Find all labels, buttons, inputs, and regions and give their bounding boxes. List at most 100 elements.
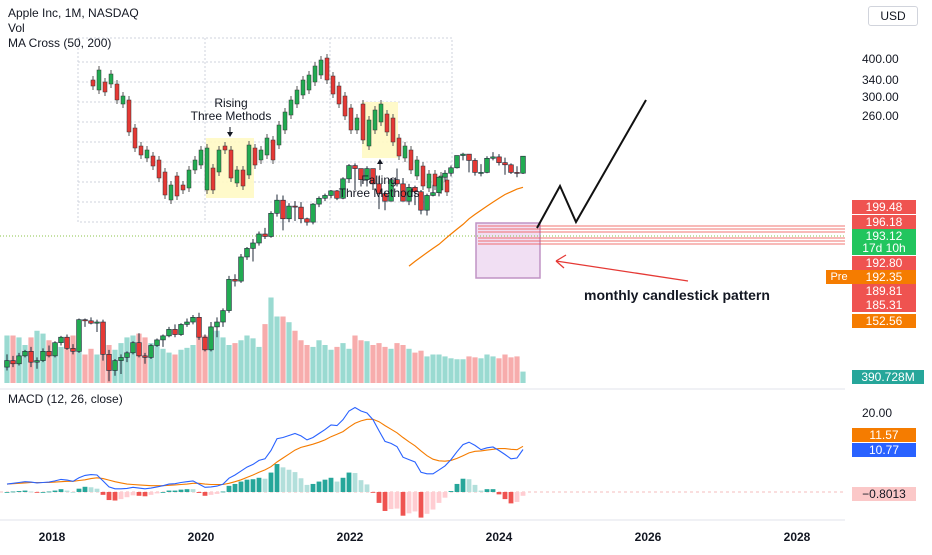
candle <box>364 168 370 180</box>
volume-bar <box>370 345 376 383</box>
inset-candle <box>132 127 138 149</box>
candle <box>394 179 400 185</box>
candle <box>508 164 514 173</box>
inset-frame <box>77 37 453 223</box>
candle <box>232 279 238 282</box>
inset-candle <box>174 175 180 197</box>
macd-histogram-bar <box>436 492 442 503</box>
volume-bar <box>130 335 136 383</box>
macd-pane <box>0 406 845 518</box>
candle <box>466 153 472 161</box>
candle <box>286 205 292 220</box>
candle <box>202 336 208 351</box>
candle <box>172 329 178 335</box>
volume-bar <box>364 341 370 383</box>
inset-candle <box>276 124 282 146</box>
candle <box>88 320 94 324</box>
inset-candle <box>126 99 132 133</box>
inset-candle <box>216 149 222 173</box>
candle <box>16 355 22 365</box>
candle <box>166 329 172 337</box>
volume-bar <box>94 354 100 383</box>
premarket-badge: Pre <box>826 270 852 284</box>
inset-candle <box>420 165 426 187</box>
inset-candle <box>342 95 348 117</box>
volume-bar <box>34 330 40 383</box>
volume-bar <box>406 348 412 383</box>
volume-bar <box>442 356 448 383</box>
inset-candle <box>156 159 162 179</box>
macd-histogram-bar <box>76 488 82 492</box>
candles <box>4 152 526 382</box>
candle <box>472 160 478 173</box>
volume-bar <box>376 343 382 383</box>
macd-histogram-bar <box>472 484 478 492</box>
candle <box>484 158 490 173</box>
volume-tag: 390.728M <box>852 370 924 384</box>
volume-bar <box>262 324 268 383</box>
macd-histogram-bar <box>64 490 70 492</box>
volume-bar <box>454 359 460 383</box>
macd-histogram-bar <box>382 492 388 511</box>
inset-candle <box>294 89 300 105</box>
macd-histogram-bar <box>10 491 16 493</box>
inset-candle <box>426 173 432 189</box>
volume-bar <box>256 346 262 383</box>
inset-candle <box>186 169 192 189</box>
inset-candle <box>372 109 378 131</box>
macd-histogram-bar <box>250 479 256 492</box>
macd-histogram-bar <box>466 479 472 492</box>
inset-candle <box>228 149 234 179</box>
macd-histogram-bar <box>424 492 430 514</box>
volume-bar <box>52 343 58 383</box>
candle <box>400 183 406 202</box>
macd-histogram-bar <box>178 489 184 492</box>
candle <box>130 342 136 354</box>
candle <box>316 197 322 205</box>
macd-histogram-bar <box>520 492 526 496</box>
candle <box>142 355 148 358</box>
candle <box>22 351 28 357</box>
candle <box>460 153 466 156</box>
year-tick-label: 2018 <box>38 530 66 544</box>
volume-bar <box>502 354 508 383</box>
candle <box>106 354 112 371</box>
volume-bar <box>136 333 142 383</box>
candle <box>208 326 214 351</box>
falling-arrow-head <box>377 159 383 164</box>
volume-bar <box>322 345 328 383</box>
macd-histogram-bar <box>118 492 124 500</box>
ma-cross <box>408 186 524 267</box>
volume-bar <box>286 322 292 383</box>
macd-histogram-bar <box>82 486 88 492</box>
currency-selector[interactable]: USD <box>868 6 918 26</box>
price-tick-label: 400.00 <box>862 51 899 66</box>
macd-histogram-bar <box>400 492 406 516</box>
inset-candle <box>408 149 414 171</box>
candle <box>442 172 448 178</box>
macd-histogram-bar <box>232 483 238 492</box>
candle <box>124 352 130 358</box>
candle <box>118 357 124 361</box>
macd-histogram-bar <box>244 479 250 492</box>
price-tag: 152.56 <box>852 314 916 328</box>
inset-candle <box>444 179 450 193</box>
volume-bar <box>226 345 232 383</box>
candle <box>388 179 394 202</box>
price-tag: 196.18 <box>852 215 916 229</box>
inset-candle <box>144 149 150 159</box>
inset-candle <box>348 107 354 131</box>
macd-tag: −0.8013 <box>852 487 916 501</box>
candle <box>184 321 190 325</box>
monthly-pattern-box <box>475 222 541 279</box>
candle <box>154 339 160 346</box>
inset-candle <box>246 144 252 176</box>
volume-bar <box>190 345 196 383</box>
candle <box>268 213 274 237</box>
ma-indicator-label: MA Cross (50, 200) <box>8 36 112 50</box>
volume-bar <box>292 330 298 383</box>
inset-candle <box>162 171 168 196</box>
volume-bar <box>280 316 286 383</box>
candle <box>346 165 352 180</box>
